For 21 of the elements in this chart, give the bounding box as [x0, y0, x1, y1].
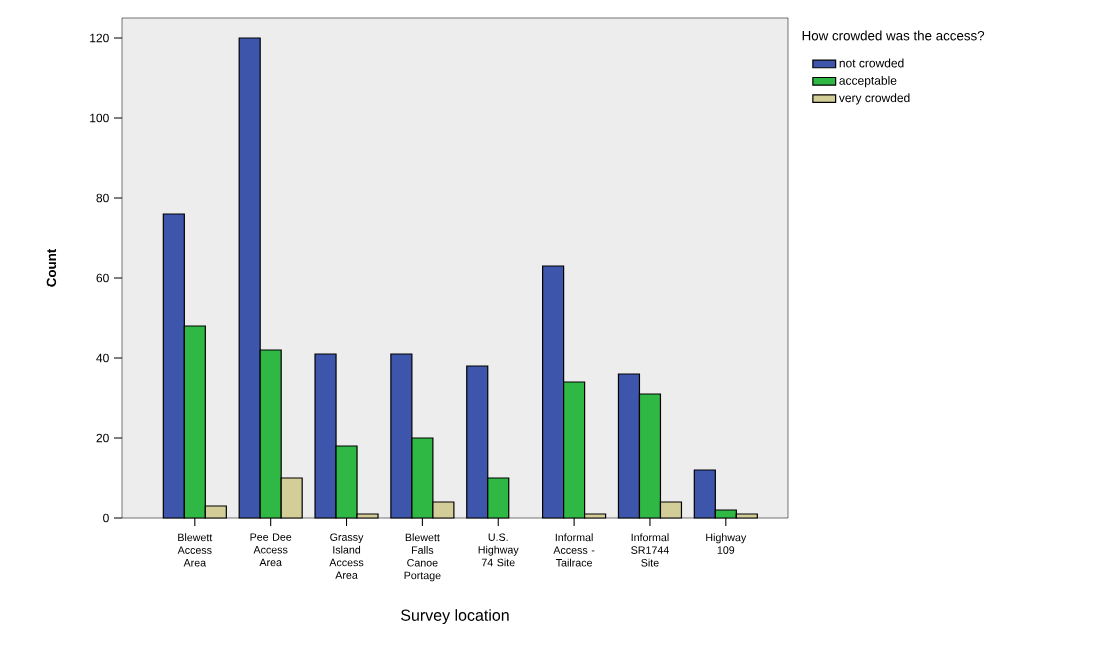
- legend-label: not crowded: [839, 58, 904, 68]
- x-tick-label: Informal SR1744 Site: [631, 533, 669, 567]
- x-tick-label: U.S. Highway 74 Site: [478, 533, 519, 567]
- y-tick-label: 120: [90, 33, 109, 43]
- x-tick-label: Blewett Falls Canoe Portage: [404, 533, 441, 582]
- y-tick-label: 20: [96, 433, 109, 443]
- x-tick-label: Highway 109: [706, 533, 747, 554]
- x-tick-label: Grassy Island Access Area: [329, 533, 364, 579]
- y-tick-label: 60: [96, 273, 109, 283]
- x-tick-label: Blewett Access Area: [177, 533, 213, 567]
- legend-title: How crowded was the access?: [802, 30, 985, 41]
- x-tick-label: Pee Dee Access Area: [250, 533, 292, 567]
- legend-label: acceptable: [839, 75, 897, 88]
- y-tick-label: 80: [96, 193, 109, 203]
- y-tick-label: 40: [96, 353, 109, 363]
- legend-label: very crowded: [838, 93, 910, 105]
- y-axis-title: Count: [46, 248, 57, 287]
- x-axis-title: Survey location: [401, 609, 509, 625]
- x-tick-label: Informal Access - Tailrace: [553, 533, 595, 567]
- y-tick-label: 0: [103, 513, 109, 523]
- y-tick-label: 100: [90, 113, 109, 123]
